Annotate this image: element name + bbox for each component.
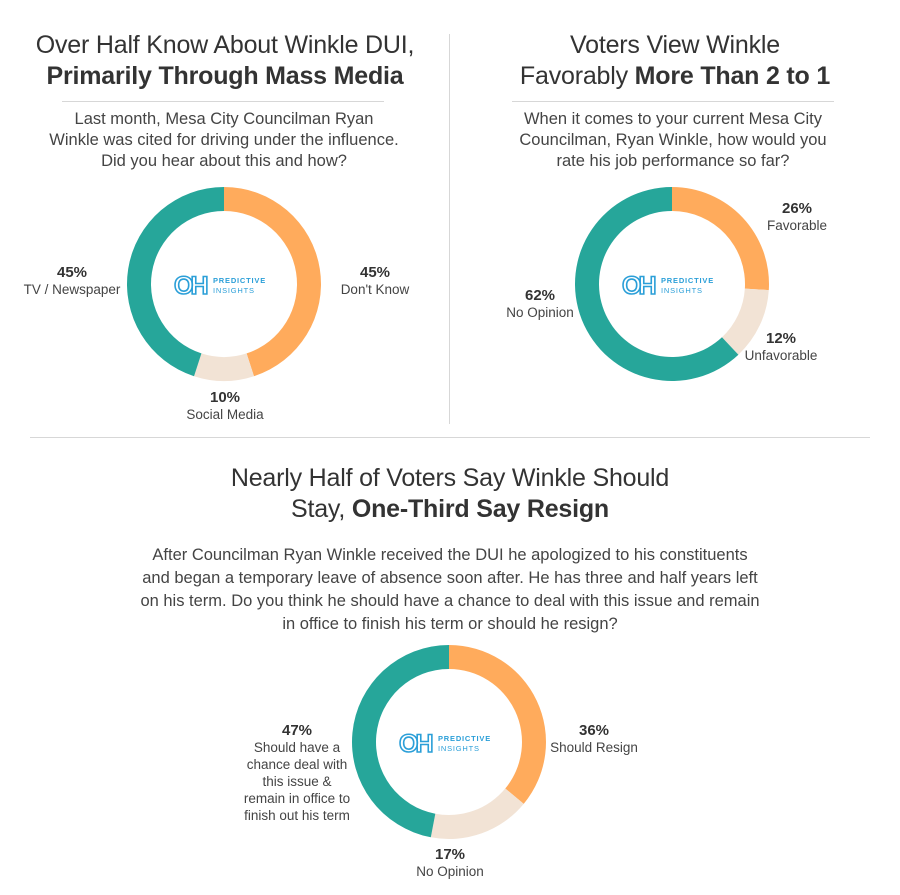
chart1-divider bbox=[62, 101, 384, 102]
chart1-pct-dont-know: 45% bbox=[359, 264, 391, 281]
chart1-question: Last month, Mesa City Councilman Ryan Wi… bbox=[49, 110, 399, 170]
slice-no-opinion bbox=[430, 788, 524, 839]
logo-mark-icon: OH bbox=[622, 272, 655, 300]
chart1-name-dont-know: Don't Know bbox=[340, 282, 410, 297]
logo-mark-icon: OH bbox=[399, 730, 432, 758]
chart3-question: After Councilman Ryan Winkle received th… bbox=[140, 546, 760, 633]
chart2-pct-favorable: 26% bbox=[781, 200, 813, 217]
chart2-pct-no-opinion: 62% bbox=[524, 287, 556, 304]
logo-text-line1: PREDICTIVE bbox=[213, 276, 266, 285]
chart2-label-no-opinion: 62% No Opinion bbox=[500, 287, 580, 321]
chart2-pct-unfavorable: 12% bbox=[765, 330, 797, 347]
chart2-name-no-opinion: No Opinion bbox=[506, 305, 574, 320]
chart2-title: Voters View Winkle Favorably More Than 2… bbox=[450, 30, 900, 92]
chart3-label-should-resign: 36% Should Resign bbox=[548, 722, 640, 756]
vertical-divider bbox=[449, 34, 450, 424]
chart3-pct-stay: 47% bbox=[281, 722, 313, 739]
chart1-pct-tv-newspaper: 45% bbox=[56, 264, 88, 281]
chart1-label-tv-newspaper: 45% TV / Newspaper bbox=[22, 264, 122, 298]
logo-text-line2: INSIGHTS bbox=[213, 286, 255, 295]
chart3-name-stay: Should have a chance deal with this issu… bbox=[243, 740, 351, 823]
chart1-name-social-media: Social Media bbox=[186, 407, 264, 422]
logo-text-line1: PREDICTIVE bbox=[661, 276, 714, 285]
chart2-name-favorable: Favorable bbox=[766, 218, 828, 233]
slice-don-t-know bbox=[224, 187, 321, 377]
logo-mark-icon: OH bbox=[174, 272, 207, 300]
logo-text-line2: INSIGHTS bbox=[438, 744, 480, 753]
horizontal-divider bbox=[30, 437, 870, 438]
slice-should-resign bbox=[449, 645, 546, 804]
chart3-pct-no-opinion: 17% bbox=[434, 846, 466, 863]
chart2-divider bbox=[512, 101, 834, 102]
chart2-name-unfavorable: Unfavorable bbox=[744, 348, 818, 363]
logo-text-line2: INSIGHTS bbox=[661, 286, 703, 295]
chart2-label-favorable: 26% Favorable bbox=[757, 200, 837, 234]
chart3-name-should-resign: Should Resign bbox=[550, 740, 638, 755]
chart3-title-line1: Nearly Half of Voters Say Winkle Should bbox=[230, 464, 670, 492]
chart2-label-unfavorable: 12% Unfavorable bbox=[740, 330, 822, 364]
chart2-question: When it comes to your current Mesa City … bbox=[519, 110, 827, 170]
chart2-title-line1: Voters View Winkle bbox=[570, 31, 780, 59]
chart3-title: Nearly Half of Voters Say Winkle Should … bbox=[150, 463, 750, 525]
chart3-label-stay: 47% Should have a chance deal with this … bbox=[241, 722, 353, 824]
chart2-title-line2-regular: Favorably bbox=[519, 62, 635, 90]
chart1-title-line2: Primarily Through Mass Media bbox=[46, 62, 404, 90]
slice-social-media bbox=[194, 353, 254, 381]
slice-unfavorable bbox=[721, 288, 769, 355]
chart1-title: Over Half Know About Winkle DUI, Primari… bbox=[0, 30, 450, 92]
chart2-title-line2-bold: More Than 2 to 1 bbox=[634, 62, 831, 90]
slice-tv-newspaper bbox=[127, 187, 224, 377]
chart1-title-line1: Over Half Know About Winkle DUI, bbox=[35, 31, 415, 59]
chart1-name-tv-newspaper: TV / Newspaper bbox=[23, 282, 121, 297]
chart1-label-social-media: 10% Social Media bbox=[170, 389, 280, 423]
chart3-name-no-opinion: No Opinion bbox=[416, 864, 484, 879]
slice-favorable bbox=[672, 187, 769, 291]
chart3-title-line2-regular: Stay, bbox=[290, 495, 352, 523]
slice-should-have-a-chance-deal-with bbox=[352, 645, 449, 838]
logo-text-line1: PREDICTIVE bbox=[438, 734, 491, 743]
slice-no-opinion bbox=[575, 187, 739, 381]
chart3-title-line2-bold: One-Third Say Resign bbox=[351, 495, 610, 523]
chart1-label-dont-know: 45% Don't Know bbox=[330, 264, 420, 298]
chart3-pct-should-resign: 36% bbox=[578, 722, 610, 739]
chart3-label-no-opinion: 17% No Opinion bbox=[405, 846, 495, 880]
chart1-pct-social-media: 10% bbox=[209, 389, 241, 406]
